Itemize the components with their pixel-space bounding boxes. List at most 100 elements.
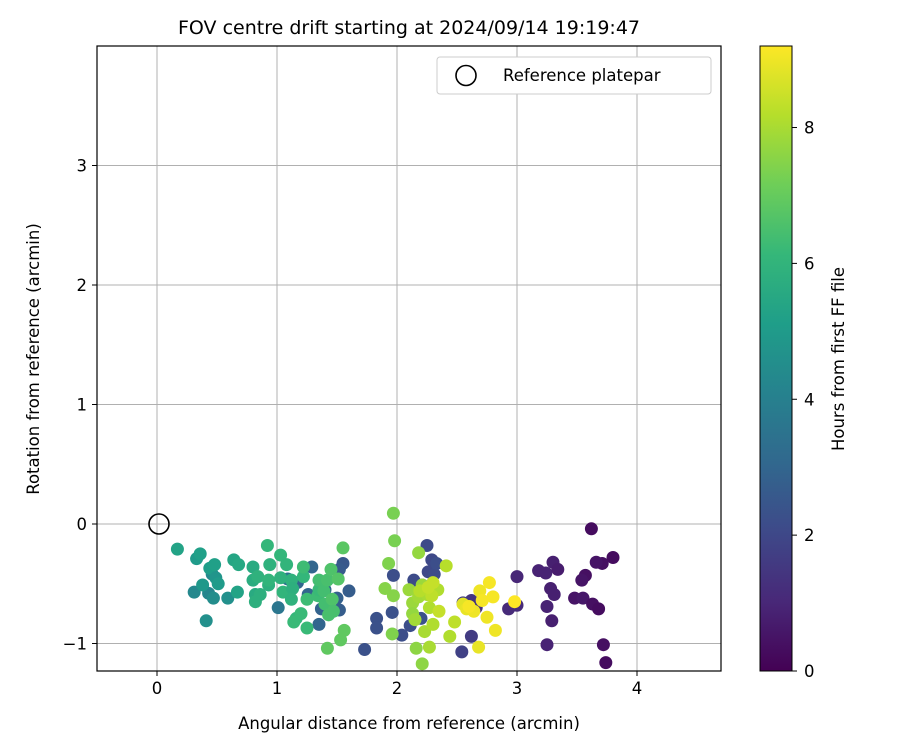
x-axis-ticks: 0 1 2 3 4 (152, 671, 642, 698)
data-point (480, 610, 494, 624)
colorbar-tick-label: 4 (804, 390, 815, 409)
legend: Reference platepar (436, 56, 712, 95)
data-point (510, 570, 524, 584)
data-point (385, 605, 399, 619)
data-point (382, 556, 396, 570)
colorbar (759, 45, 793, 672)
data-point (221, 591, 235, 605)
x-tick-label: 2 (392, 679, 403, 698)
chart-title: FOV centre drift starting at 2024/09/14 … (178, 17, 640, 39)
data-point (539, 566, 553, 580)
y-axis-label: Rotation from reference (arcmin) (24, 223, 43, 495)
data-point (331, 572, 345, 586)
data-point (253, 588, 267, 602)
data-point (193, 547, 207, 561)
data-point (206, 591, 220, 605)
data-point (385, 627, 399, 641)
data-point (342, 584, 356, 598)
data-point (230, 585, 244, 599)
colorbar-tick-label: 0 (804, 662, 815, 681)
data-point (284, 592, 298, 606)
data-points (170, 506, 620, 671)
y-axis-ticks: −1 0 1 2 3 (63, 157, 97, 654)
data-point (300, 592, 314, 606)
data-point (443, 629, 457, 643)
x-tick-label: 0 (152, 679, 163, 698)
data-point (262, 573, 276, 587)
data-point (448, 615, 462, 629)
data-point (508, 595, 522, 609)
data-point (358, 642, 372, 656)
data-point (211, 577, 225, 591)
data-point (488, 623, 502, 637)
data-point (575, 573, 589, 587)
data-point (606, 550, 620, 564)
data-point (199, 614, 213, 628)
y-tick-label: 2 (77, 276, 88, 295)
data-point (320, 641, 334, 655)
data-point (170, 542, 184, 556)
data-point (472, 640, 486, 654)
data-point (263, 558, 277, 572)
data-point (296, 570, 310, 584)
grid-lines (97, 46, 721, 671)
data-point (551, 562, 565, 576)
y-tick-label: 3 (77, 157, 88, 176)
data-point (415, 657, 429, 671)
data-point (589, 555, 603, 569)
data-point (395, 628, 409, 642)
data-point (432, 604, 446, 618)
data-point (386, 506, 400, 520)
data-point (260, 539, 274, 553)
data-point (271, 601, 285, 615)
data-point (300, 621, 314, 635)
data-point (274, 548, 288, 562)
data-point (320, 573, 334, 587)
data-point (325, 592, 339, 606)
data-point (402, 583, 416, 597)
data-point (464, 629, 478, 643)
data-point (196, 578, 210, 592)
y-tick-label: 0 (77, 515, 88, 534)
data-point (208, 558, 222, 572)
data-point (336, 541, 350, 555)
data-point (251, 570, 265, 584)
data-point (592, 602, 606, 616)
data-point (596, 638, 610, 652)
data-point (386, 568, 400, 582)
data-point (426, 617, 440, 631)
data-point (286, 582, 300, 596)
legend-label: Reference platepar (503, 66, 661, 85)
colorbar-tick-label: 6 (804, 254, 815, 273)
data-point (421, 580, 435, 594)
data-point (486, 590, 500, 604)
legend-box (436, 56, 712, 95)
data-point (462, 599, 476, 613)
data-point (475, 593, 489, 607)
data-point (412, 546, 426, 560)
data-point (439, 559, 453, 573)
colorbar-tick-label: 8 (804, 119, 815, 138)
y-tick-label: 1 (77, 396, 88, 415)
y-tick-label: −1 (63, 635, 87, 654)
data-point (408, 613, 422, 627)
data-point (326, 604, 340, 618)
colorbar-tick-label: 2 (804, 526, 815, 545)
colorbar-ticks: 0 2 4 6 8 (792, 119, 815, 681)
data-point (540, 599, 554, 613)
data-point (370, 611, 384, 625)
data-point (296, 560, 310, 574)
colorbar-label: Hours from first FF file (829, 267, 848, 451)
data-point (324, 562, 338, 576)
legend-marker (455, 64, 477, 87)
data-point (540, 638, 554, 652)
data-point (422, 640, 436, 654)
x-tick-label: 1 (272, 679, 283, 698)
data-point (312, 617, 326, 631)
data-point (576, 591, 590, 605)
data-point (388, 534, 402, 548)
data-point (294, 607, 308, 621)
plot-frame (96, 45, 722, 672)
data-point (599, 656, 613, 670)
data-point (317, 584, 331, 598)
